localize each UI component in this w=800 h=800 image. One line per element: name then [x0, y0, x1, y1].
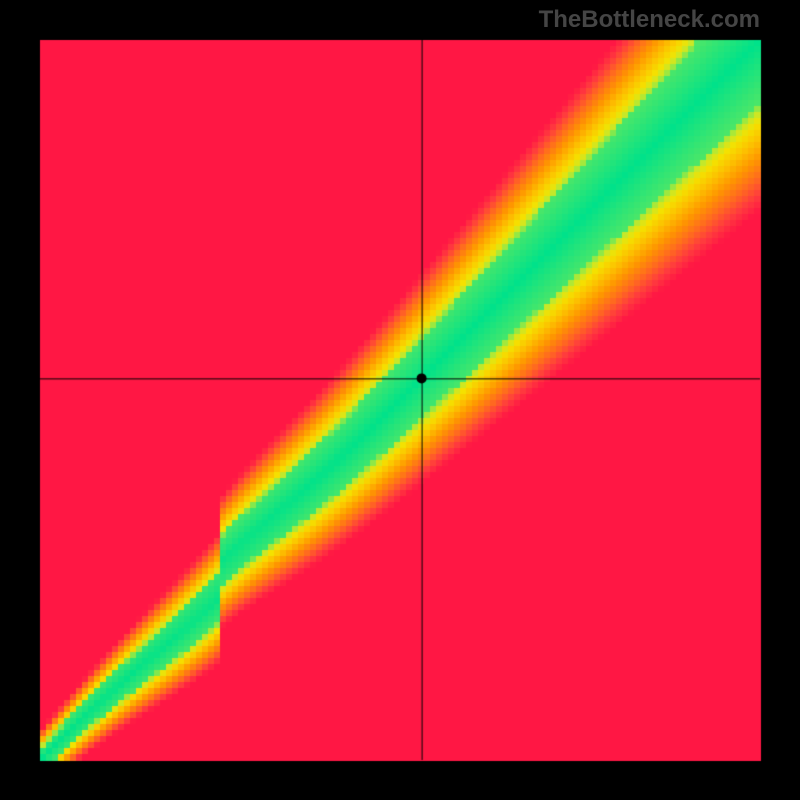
bottleneck-heatmap — [0, 0, 800, 800]
chart-container: { "watermark": { "text": "TheBottleneck.… — [0, 0, 800, 800]
watermark-text: TheBottleneck.com — [539, 6, 760, 34]
